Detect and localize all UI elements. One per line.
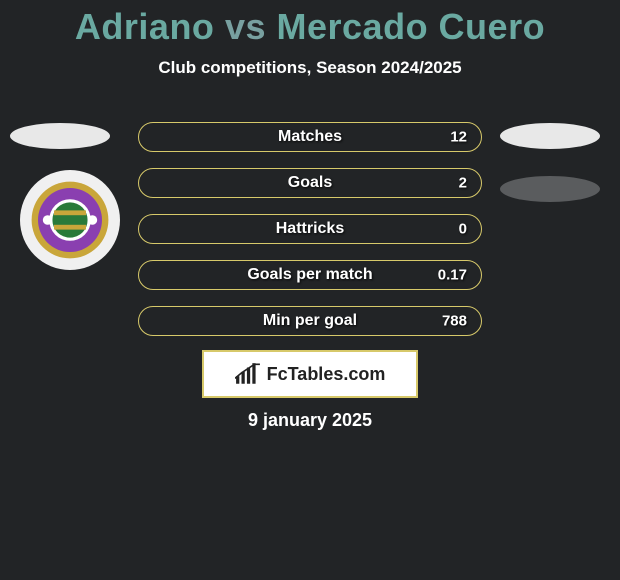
player2-photo-placeholder — [500, 123, 600, 149]
stat-row: Hattricks 0 — [138, 214, 482, 244]
stat-value: 12 — [450, 129, 467, 146]
comparison-title: Adriano vs Mercado Cuero — [0, 0, 620, 48]
stat-label: Matches — [278, 128, 342, 146]
stat-row: Goals 2 — [138, 168, 482, 198]
vs-label: vs — [225, 6, 266, 47]
source-attribution: FcTables.com — [202, 350, 418, 398]
stat-row: Min per goal 788 — [138, 306, 482, 336]
player1-photo-placeholder — [10, 123, 110, 149]
player2-name: Mercado Cuero — [277, 6, 546, 47]
stat-label: Min per goal — [263, 312, 357, 330]
stats-panel: Matches 12 Goals 2 Hattricks 0 Goals per… — [138, 122, 482, 352]
player2-club-placeholder — [500, 176, 600, 202]
season-subtitle: Club competitions, Season 2024/2025 — [0, 58, 620, 78]
stat-value: 788 — [442, 313, 467, 330]
stat-label: Goals — [288, 174, 332, 192]
player1-club-badge — [20, 170, 120, 270]
snapshot-date: 9 january 2025 — [0, 410, 620, 431]
bar-chart-icon — [235, 363, 261, 385]
stat-row: Goals per match 0.17 — [138, 260, 482, 290]
stat-value: 0.17 — [438, 267, 467, 284]
player1-name: Adriano — [75, 6, 215, 47]
stat-value: 2 — [459, 175, 467, 192]
stat-value: 0 — [459, 221, 467, 238]
stat-label: Hattricks — [276, 220, 344, 238]
source-name: FcTables.com — [267, 364, 386, 385]
stat-row: Matches 12 — [138, 122, 482, 152]
stat-label: Goals per match — [247, 266, 372, 284]
club-crest-icon — [30, 180, 110, 260]
